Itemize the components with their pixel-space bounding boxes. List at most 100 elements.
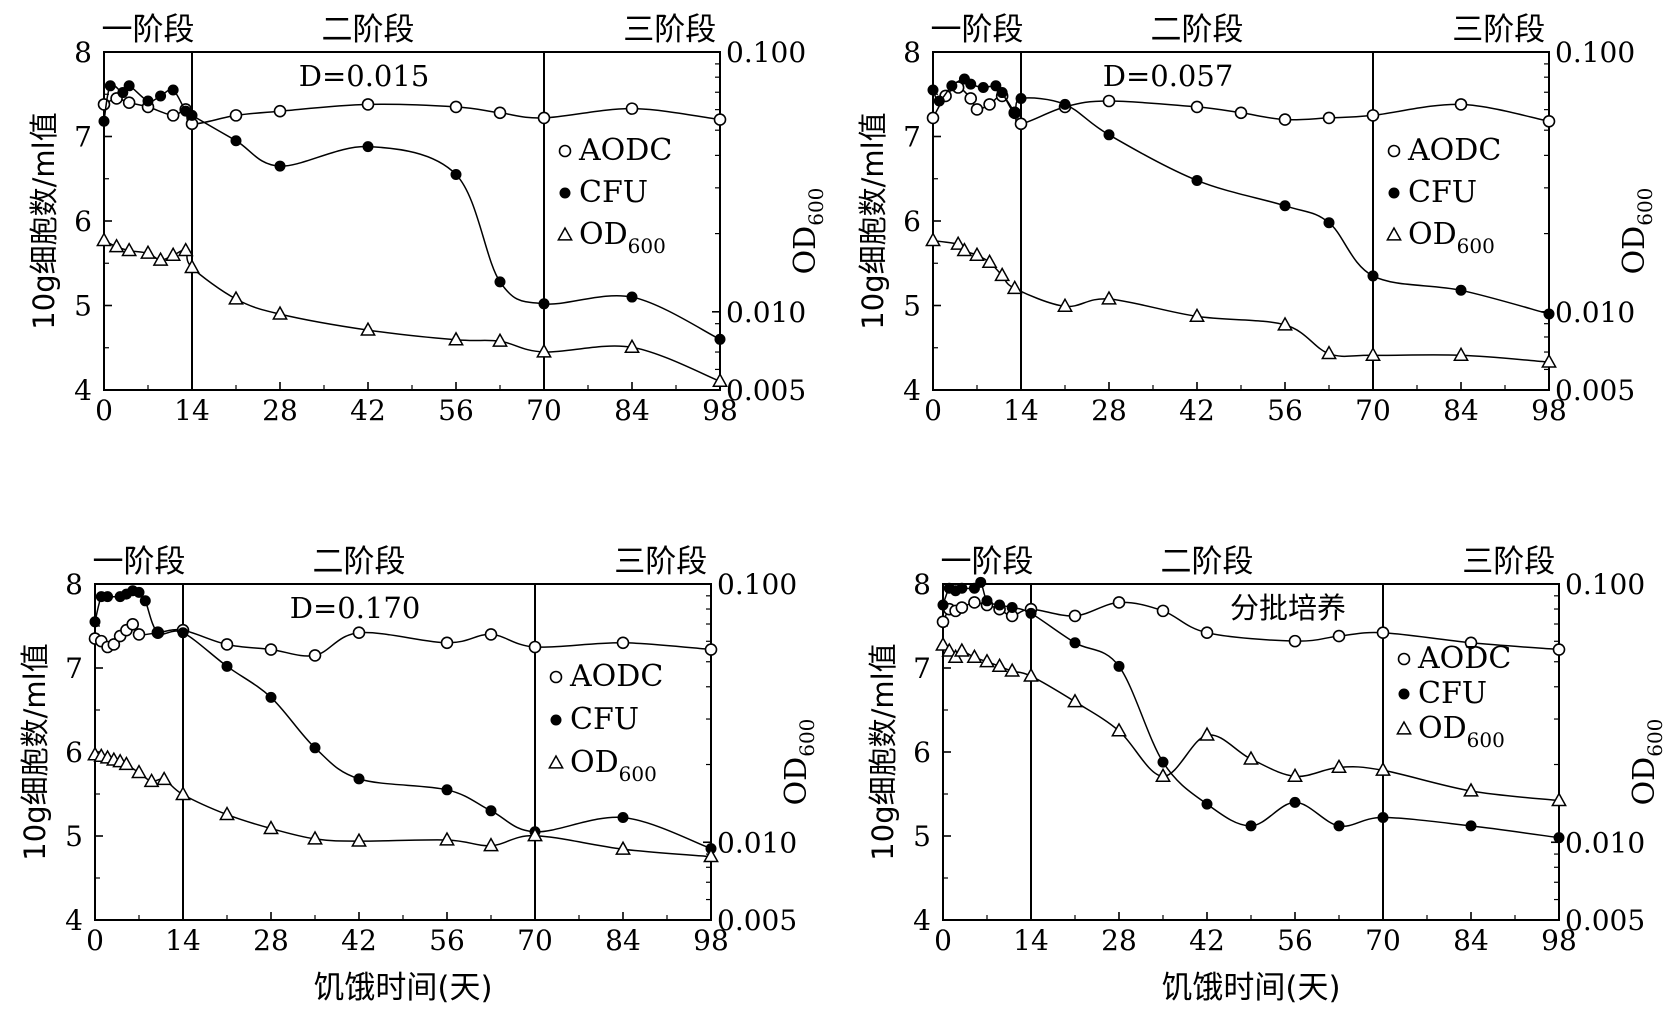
series-cfu	[927, 73, 1555, 320]
data-point-od600	[492, 332, 508, 347]
data-point-od600	[1155, 767, 1171, 782]
y2-axis-label-main: OD	[1617, 226, 1652, 275]
data-point-aodc	[926, 111, 940, 125]
data-point-cfu	[1333, 820, 1345, 832]
legend-label-main: AODC	[1407, 133, 1501, 168]
data-point-cfu	[133, 586, 145, 598]
panel-title: 分批培养	[1230, 591, 1346, 625]
data-point-aodc	[704, 643, 718, 656]
data-point-aodc	[220, 638, 234, 651]
data-point-od600	[1321, 345, 1337, 360]
y2-axis-label: OD600	[1627, 719, 1667, 806]
data-point-cfu	[177, 627, 189, 639]
x-tick-label: 0	[95, 394, 113, 427]
data-point-aodc	[1288, 634, 1302, 648]
data-point-cfu	[1455, 284, 1467, 296]
legend-label-sub: 600	[1467, 728, 1505, 752]
legend-marker-aodc	[549, 670, 563, 684]
data-point-od600	[1453, 346, 1469, 361]
legend-marker-cfu	[1398, 688, 1410, 700]
data-point-od600	[1189, 307, 1205, 323]
y-axis-label: 10g细胞数/ml值	[866, 643, 900, 860]
legend-label: AODC	[569, 659, 663, 694]
data-point-cfu	[996, 87, 1008, 99]
x-tick-label: 84	[1453, 924, 1489, 957]
data-point-cfu	[1367, 270, 1379, 282]
data-point-cfu	[1289, 796, 1301, 808]
legend-label-main: AODC	[1417, 641, 1511, 676]
data-point-cfu	[265, 691, 277, 703]
y-tick-label: 4	[65, 904, 83, 937]
data-point-aodc	[361, 98, 375, 111]
data-point-cfu	[617, 812, 629, 824]
data-point-cfu	[494, 276, 506, 288]
y-tick-label: 5	[65, 820, 83, 853]
x-tick-label: 98	[693, 924, 729, 957]
y2-tick-label: 0.010	[717, 826, 797, 859]
y-tick-label: 8	[903, 36, 921, 69]
data-point-od600	[994, 266, 1011, 282]
y2-axis-label-sub: 600	[795, 719, 819, 757]
data-point-aodc	[126, 618, 140, 631]
y-axis-label: 10g细胞数/ml值	[18, 643, 52, 860]
data-point-od600	[969, 246, 985, 261]
legend-label-main: OD	[1408, 217, 1457, 252]
stage-label-1: 一阶段	[941, 544, 1034, 580]
data-point-aodc	[264, 643, 278, 656]
legend-marker-cfu	[1388, 187, 1400, 199]
data-point-od600	[108, 238, 125, 253]
data-point-od600	[1277, 316, 1293, 331]
data-point-aodc	[1102, 94, 1116, 108]
y2-axis-label-sub: 600	[1643, 719, 1667, 757]
y2-tick-label: 0.010	[726, 296, 806, 329]
data-point-cfu	[714, 333, 726, 345]
y-tick-label: 6	[913, 736, 931, 769]
data-point-cfu	[990, 80, 1002, 92]
series-line-od600	[103, 239, 721, 382]
data-point-od600	[448, 331, 464, 346]
data-point-od600	[177, 242, 194, 257]
x-tick-label: 84	[605, 924, 641, 957]
data-point-cfu	[1103, 129, 1115, 141]
data-point-od600	[121, 242, 138, 257]
y2-axis-label-sub: 600	[1633, 188, 1657, 226]
data-point-aodc	[1322, 111, 1336, 125]
series-od600	[925, 232, 1557, 368]
y2-tick-label: 0.100	[1565, 568, 1645, 601]
data-point-od600	[1287, 767, 1303, 782]
data-point-od600	[624, 338, 640, 353]
x-tick-label: 28	[1091, 394, 1127, 427]
data-point-od600	[925, 232, 941, 247]
data-point-cfu	[981, 595, 993, 607]
y-axis-label: 10g细胞数/ml值	[856, 112, 890, 329]
data-point-cfu	[937, 599, 949, 611]
y-tick-label: 7	[74, 121, 92, 154]
y2-axis-label-main: OD	[1627, 757, 1662, 806]
legend-label-main: OD	[579, 217, 628, 252]
data-point-cfu	[927, 84, 939, 96]
panel-title: D=0.015	[299, 59, 430, 93]
data-point-aodc	[528, 640, 542, 654]
data-point-aodc	[97, 98, 111, 111]
data-point-cfu	[221, 660, 233, 672]
legend-marker-aodc	[558, 144, 572, 158]
data-point-od600	[1243, 750, 1259, 765]
data-point-cfu	[441, 784, 453, 796]
data-point-od600	[152, 251, 169, 266]
x-tick-label: 28	[1101, 924, 1137, 957]
x-tick-label: 56	[1277, 924, 1313, 957]
data-point-od600	[360, 321, 376, 336]
x-tick-label: 28	[262, 394, 298, 427]
data-point-aodc	[1068, 609, 1082, 623]
legend-label: CFU	[570, 702, 639, 737]
y2-axis-label-sub: 600	[804, 188, 828, 226]
data-point-od600	[1331, 758, 1347, 774]
data-point-od600	[1463, 782, 1479, 797]
y2-tick-label: 0.100	[717, 568, 797, 601]
data-point-od600	[131, 764, 147, 779]
data-point-od600	[351, 832, 367, 847]
series-line-od600	[932, 239, 1550, 363]
data-point-od600	[536, 343, 552, 358]
y2-axis-label: OD600	[779, 719, 819, 806]
